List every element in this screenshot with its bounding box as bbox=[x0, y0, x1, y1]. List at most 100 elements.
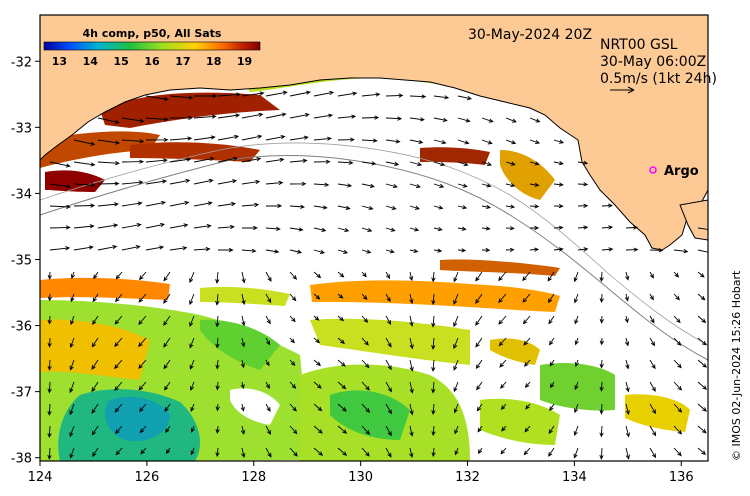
current-vector bbox=[189, 359, 195, 370]
current-vector bbox=[673, 315, 681, 324]
current-vector bbox=[241, 112, 264, 119]
current-vector bbox=[337, 403, 347, 412]
current-vector bbox=[49, 161, 71, 168]
current-vector bbox=[163, 271, 171, 282]
current-vector bbox=[601, 247, 614, 252]
current-vector bbox=[649, 293, 654, 301]
current-vector bbox=[265, 180, 284, 185]
current-vector bbox=[193, 135, 216, 141]
sst-patch bbox=[330, 390, 410, 440]
lon-tick-label: 124 bbox=[28, 470, 53, 485]
current-vector bbox=[525, 403, 531, 410]
current-vector bbox=[498, 337, 507, 347]
current-vector bbox=[553, 139, 565, 144]
current-vector bbox=[337, 293, 344, 299]
current-vector bbox=[265, 359, 270, 367]
current-vector bbox=[138, 271, 147, 281]
current-vector bbox=[215, 381, 220, 391]
current-vector bbox=[505, 161, 516, 166]
current-vector bbox=[498, 293, 507, 304]
current-vector bbox=[47, 271, 52, 280]
current-vector bbox=[169, 178, 191, 185]
current-vector bbox=[114, 359, 123, 370]
current-vector bbox=[625, 447, 630, 460]
current-vector bbox=[431, 271, 436, 283]
current-vector bbox=[114, 403, 123, 413]
current-vector bbox=[697, 447, 707, 455]
current-vector bbox=[433, 139, 447, 145]
current-vector bbox=[265, 90, 288, 97]
current-vector bbox=[241, 179, 261, 185]
current-vector bbox=[169, 95, 194, 100]
current-vector bbox=[385, 205, 397, 211]
current-vector bbox=[193, 156, 215, 163]
current-vector bbox=[115, 293, 123, 303]
current-vector bbox=[673, 425, 683, 435]
current-vector bbox=[577, 203, 589, 208]
map-frame bbox=[39, 14, 709, 462]
current-vector bbox=[289, 181, 307, 187]
current-vector bbox=[289, 403, 297, 412]
current-vector bbox=[189, 271, 195, 284]
current-vector bbox=[140, 447, 147, 455]
current-vector bbox=[475, 293, 483, 304]
current-vector bbox=[481, 117, 494, 123]
current-vector bbox=[121, 180, 144, 185]
current-vector bbox=[193, 178, 214, 185]
current-vector bbox=[97, 202, 120, 207]
current-vector bbox=[163, 337, 171, 348]
current-vector bbox=[505, 204, 516, 209]
current-vector bbox=[409, 315, 414, 327]
current-vector bbox=[241, 447, 246, 459]
colorbar-tick-label: 17 bbox=[175, 55, 190, 68]
current-vector bbox=[549, 403, 555, 412]
current-vector bbox=[92, 447, 99, 457]
current-vector bbox=[241, 248, 257, 253]
land-australia bbox=[40, 15, 708, 251]
current-vector bbox=[47, 425, 52, 439]
current-vector bbox=[601, 203, 613, 208]
current-vector bbox=[145, 158, 168, 163]
current-vector bbox=[673, 447, 682, 457]
current-vector bbox=[114, 315, 123, 325]
current-vector bbox=[289, 158, 308, 163]
current-vector bbox=[649, 403, 657, 415]
current-vector bbox=[241, 91, 265, 97]
current-vector bbox=[625, 381, 630, 393]
current-vector bbox=[385, 293, 391, 303]
current-vector bbox=[93, 271, 99, 280]
current-vector bbox=[189, 315, 195, 327]
product-name: NRT00 GSL bbox=[600, 37, 678, 53]
current-vector bbox=[431, 381, 436, 394]
argo-float-marker[interactable] bbox=[649, 166, 657, 174]
current-vector bbox=[574, 315, 579, 325]
current-vector bbox=[97, 244, 118, 251]
current-vector bbox=[49, 225, 71, 230]
current-vector bbox=[385, 337, 392, 348]
current-vector bbox=[265, 315, 271, 325]
current-vector bbox=[337, 183, 353, 188]
current-vector bbox=[337, 425, 348, 434]
current-vector bbox=[169, 136, 193, 141]
current-vector bbox=[529, 117, 541, 123]
current-vector bbox=[169, 115, 193, 121]
current-vector bbox=[649, 271, 654, 279]
current-vector bbox=[313, 159, 331, 164]
colorbar-tick-label: 16 bbox=[144, 55, 160, 68]
current-vector bbox=[577, 182, 589, 187]
current-vector bbox=[500, 381, 507, 389]
current-vector bbox=[313, 425, 323, 434]
current-vector bbox=[169, 200, 190, 207]
current-vector bbox=[431, 447, 436, 458]
current-vector bbox=[115, 271, 123, 280]
colorbar-labels: 13 14 15 16 17 18 19 bbox=[52, 55, 252, 68]
sst-patch bbox=[200, 286, 290, 306]
current-vector bbox=[553, 225, 564, 230]
current-vector bbox=[409, 293, 414, 305]
current-vector bbox=[500, 447, 507, 455]
cloud-gap bbox=[230, 388, 280, 425]
lon-tick-label: 136 bbox=[669, 470, 694, 485]
current-vector bbox=[553, 161, 564, 166]
current-vector bbox=[673, 249, 689, 254]
current-vectors bbox=[47, 90, 708, 460]
